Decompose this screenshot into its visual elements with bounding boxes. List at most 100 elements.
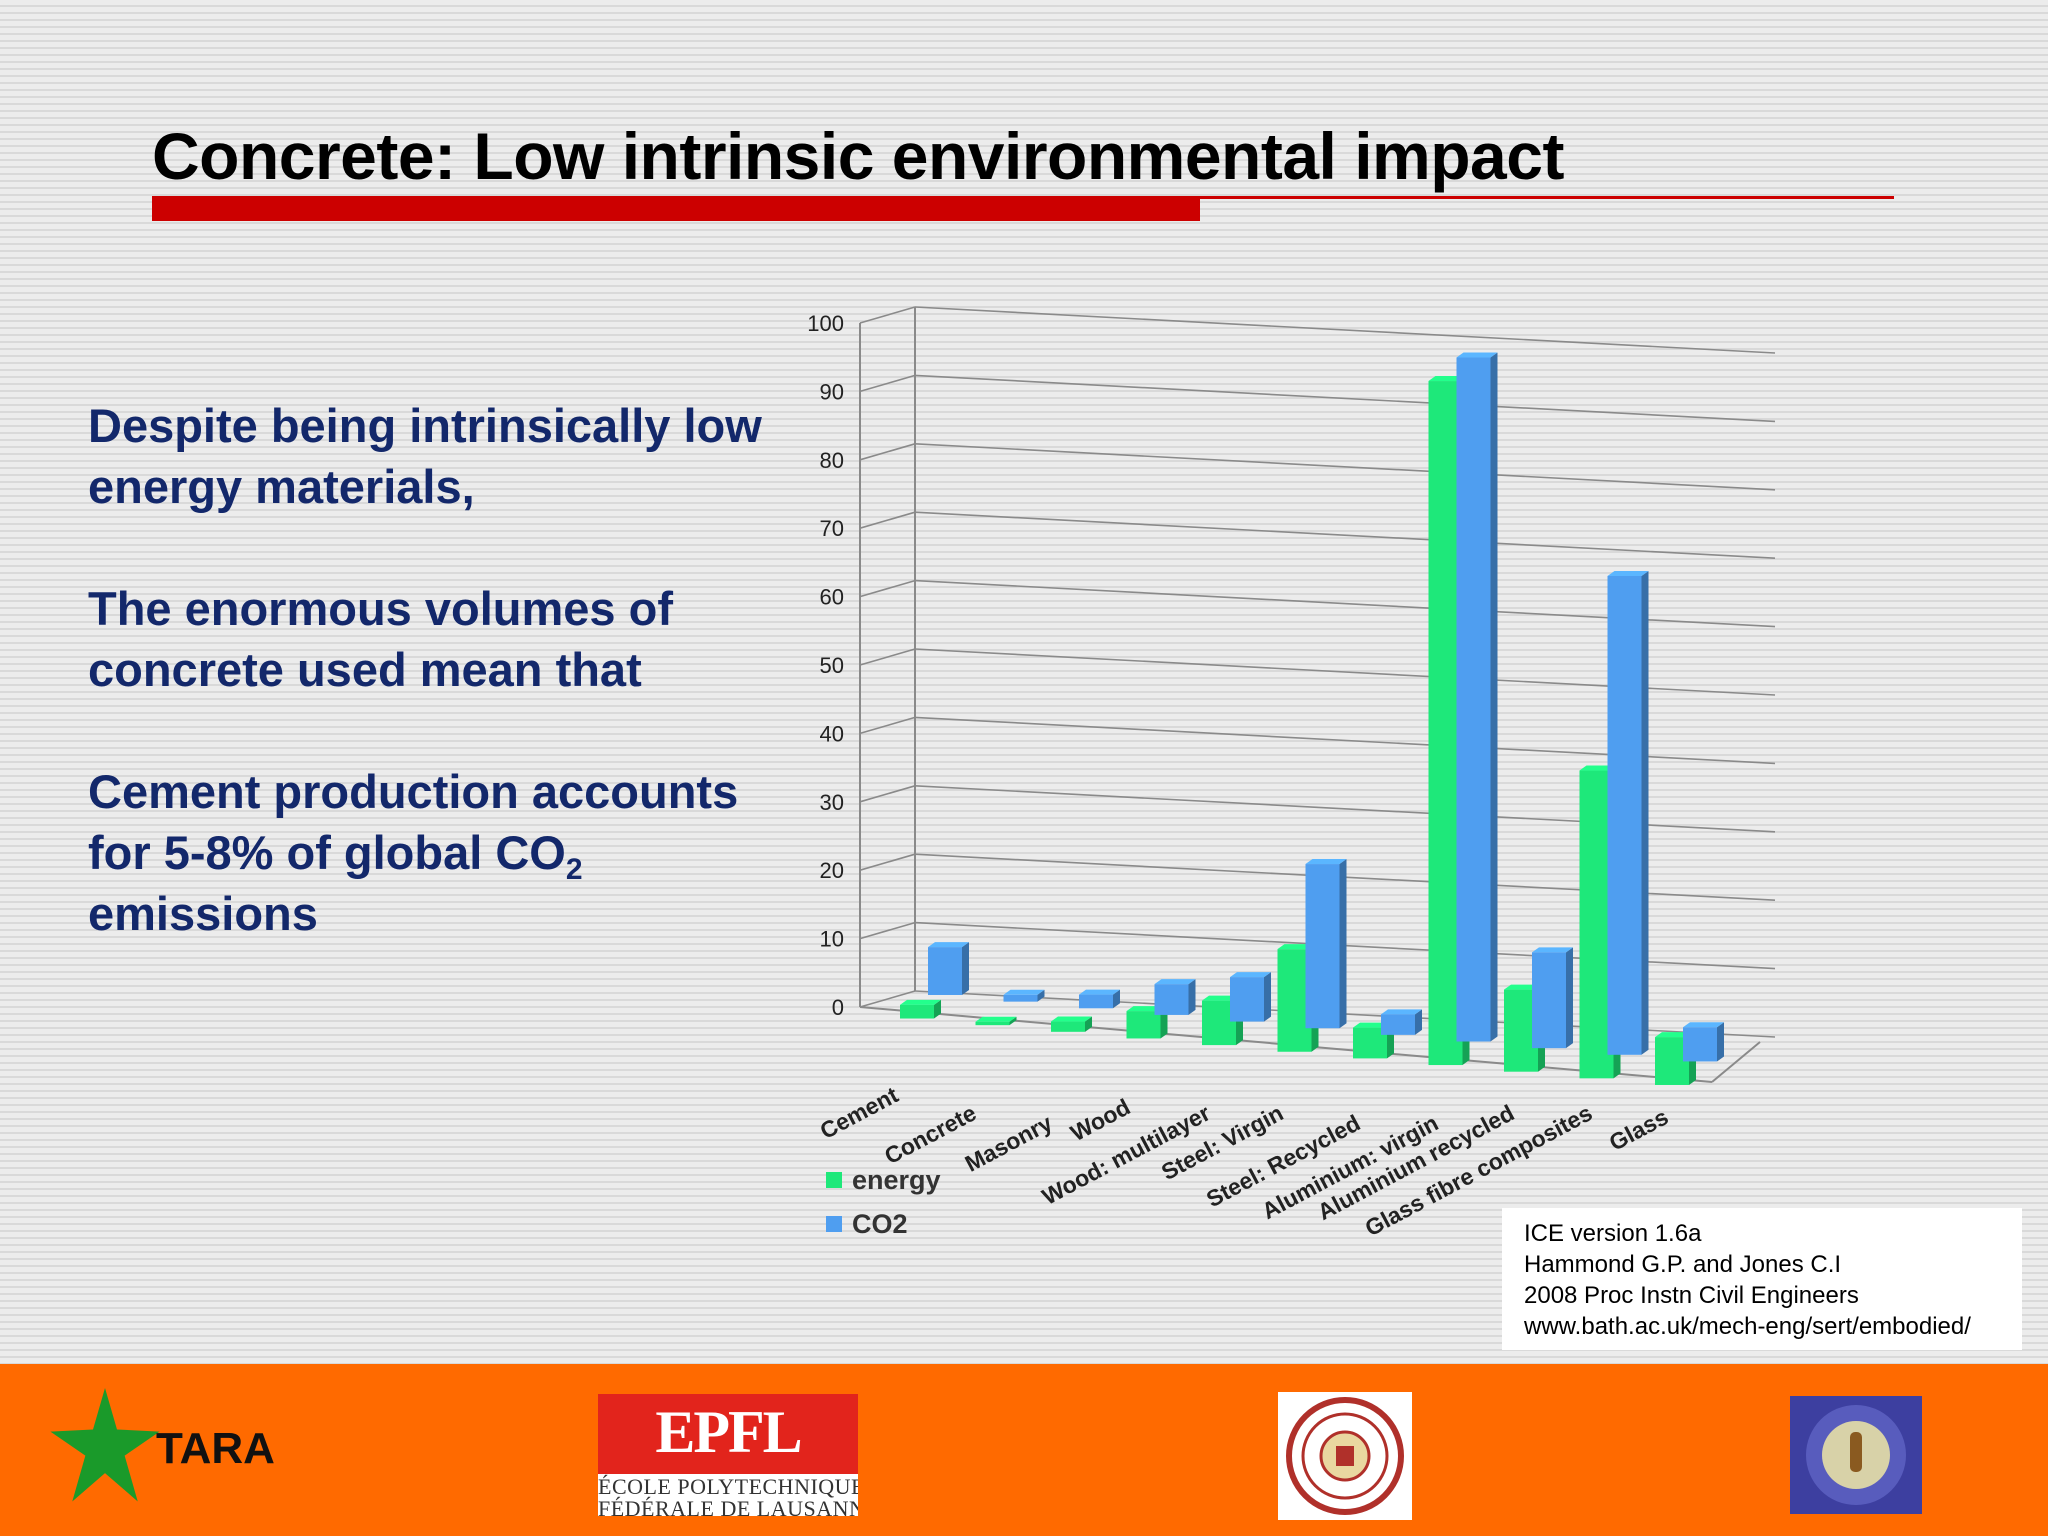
tara-label: TARA [156,1424,275,1473]
bar-side [962,942,969,995]
institute-emblem [1790,1396,1922,1514]
bar-side [1188,979,1196,1015]
bar-energy-2 [1051,1021,1085,1032]
depth-gridline [859,374,916,393]
bar-top [900,999,941,1005]
depth-gridline [859,579,916,598]
citation-line-1: ICE version 1.6a [1524,1220,1702,1247]
y-tick-label: 90 [820,379,844,404]
bar-top [1456,352,1498,358]
y-tick-label: 50 [820,653,844,678]
y-tick-label: 70 [820,516,844,541]
bar-energy-0 [900,1004,934,1019]
bar-chart: 0102030405060708090100CementConcreteMaso… [807,306,1776,1241]
bullet-3-text: Cement production accounts for 5-8% of g… [88,765,739,879]
bar-co2-0 [928,947,962,995]
bar-top [975,1016,1017,1022]
bar-co2-7 [1456,357,1491,1042]
depth-gridline [859,921,916,940]
bar-top [1381,1009,1422,1015]
bar-top [1607,571,1649,577]
bar-co2-9 [1607,576,1642,1055]
epfl-wordmark: EPFL [655,1399,802,1465]
bar-side [1085,1016,1092,1032]
bar-side [934,999,941,1019]
y-tick-label: 0 [832,995,844,1020]
citation-box: ICE version 1.6a Hammond G.P. and Jones … [1502,1208,2022,1350]
depth-gridline [859,853,916,871]
legend-swatch-energy [826,1172,842,1188]
emblem-icon [1790,1396,1922,1514]
title-underline-thick [152,196,1200,221]
slide-title: Concrete: Low intrinsic environmental im… [152,119,1564,193]
bullet-text-block: Despite being intrinsically low energy m… [88,395,768,1005]
x-tick-label: Glass [1605,1103,1673,1155]
legend-label-co2: CO2 [852,1208,908,1239]
bar-side [1490,352,1498,1042]
floor-edge [1711,1041,1761,1083]
co2-subscript: 2 [565,853,583,886]
epfl-line-2: FÉDÉRALE DE LAUSANNE [598,1496,858,1516]
epfl-line-1: ÉCOLE POLYTECHNIQUE [598,1474,858,1499]
bar-top [1079,989,1120,995]
bar-top [1051,1016,1092,1022]
bar-co2-4 [1230,977,1264,1022]
bar-co2-5 [1305,864,1340,1029]
bar-side [1264,972,1271,1022]
epfl-logo: EPFL ÉCOLE POLYTECHNIQUE FÉDÉRALE DE LAU… [598,1394,858,1516]
bar-top [1532,947,1573,953]
bar-co2-8 [1532,952,1566,1049]
footer-bar: TARA EPFL ÉCOLE POLYTECHNIQUE FÉDÉRALE D… [0,1364,2048,1536]
bar-top [1003,989,1045,995]
depth-gridline [859,648,916,666]
bar-energy-1 [975,1021,1010,1026]
gridline [914,511,1776,560]
bar-side [1113,989,1120,1009]
gridline [914,374,1776,423]
x-tick-label: Wood [1066,1093,1134,1146]
bar-side [1566,947,1573,1049]
bar-co2-3 [1154,984,1189,1015]
citation-line-3: 2008 Proc Instn Civil Engineers [1524,1282,1859,1309]
bullet-paragraph-2: The enormous volumes of concrete used me… [88,582,673,696]
bar-top [1230,972,1271,978]
gridline [914,306,1776,354]
bar-energy-3 [1126,1011,1161,1039]
depth-gridline [859,785,916,803]
star-icon [50,1388,160,1502]
y-tick-label: 40 [820,721,844,746]
citation-line-4: www.bath.ac.uk/mech-eng/sert/embodied/ [1524,1313,1971,1340]
bar-co2-2 [1079,994,1113,1009]
seal-icon [1286,1397,1404,1515]
depth-gridline [859,306,916,324]
x-tick-label: Cement [816,1081,903,1144]
chart-legend: energy CO2 [826,1158,941,1246]
legend-swatch-co2 [826,1216,842,1232]
bar-co2-1 [1003,994,1038,1002]
bar-top [1305,859,1347,865]
bullet-paragraph-3: Cement production accounts for 5-8% of g… [88,761,768,944]
bar-side [1717,1022,1724,1062]
depth-gridline [859,716,916,735]
bar-side [1415,1009,1422,1035]
bar-top [1683,1022,1724,1028]
y-tick-label: 80 [820,448,844,473]
bullet-3-suffix: emissions [88,887,318,940]
citation-line-2: Hammond G.P. and Jones C.I [1524,1251,1842,1278]
legend-label-energy: energy [852,1164,941,1195]
gridline [914,443,1776,491]
iit-kanpur-seal [1278,1392,1412,1520]
bar-side [1037,989,1045,1002]
bar-co2-10 [1683,1027,1717,1062]
y-tick-label: 100 [807,311,844,336]
title-underline-thin [1200,196,1894,199]
depth-gridline [859,990,916,1008]
tara-logo: TARA [50,1388,310,1514]
y-tick-label: 10 [820,927,844,952]
bullet-paragraph-1: Despite being intrinsically low energy m… [88,399,762,513]
y-tick-label: 30 [820,790,844,815]
y-tick-label: 20 [820,858,844,883]
y-tick-label: 60 [820,585,844,610]
legend-item-energy: energy [826,1158,941,1202]
depth-gridline [859,511,916,529]
